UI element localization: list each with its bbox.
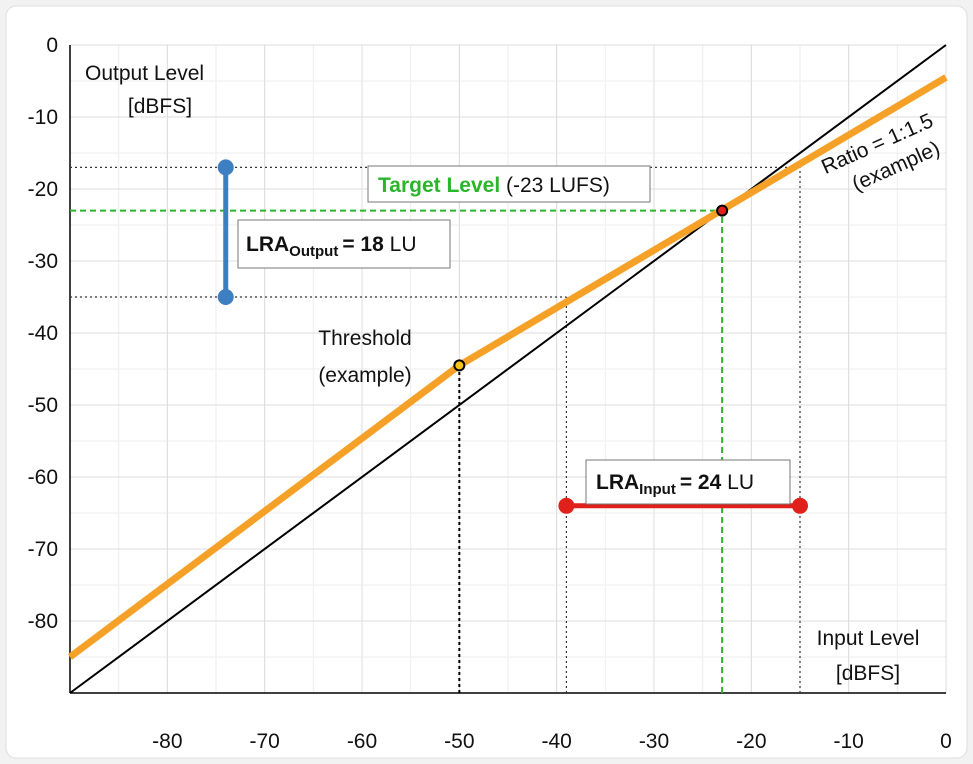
- series-line: [69, 44, 947, 694]
- lra: LRA: [246, 233, 289, 256]
- lra-input-box: [585, 459, 791, 505]
- y-tick-label: -80: [28, 610, 58, 633]
- y-tick-label: -10: [28, 106, 58, 129]
- frame: [5, 5, 968, 759]
- y-tick-label: 0: [46, 34, 58, 57]
- lra: LRA: [596, 471, 639, 494]
- x-label: [dBFS]: [836, 662, 900, 685]
- plot: [67, 44, 948, 694]
- x-tick-label: -70: [249, 730, 279, 753]
- y-tick-label: -70: [28, 538, 58, 561]
- x-label: Input Level: [817, 627, 920, 650]
- lra-output-box: [237, 219, 451, 269]
- target-value: (-23 LUFS): [506, 174, 610, 197]
- y-tick-label: -40: [28, 322, 58, 345]
- target-label: Target Level (-23 LUFS): [378, 174, 610, 197]
- lra-output-label: LRAOutput = 18 LU: [246, 233, 417, 260]
- y-label: Output Level: [85, 62, 204, 85]
- x-tick-label: -60: [347, 730, 377, 753]
- y-label: [dBFS]: [128, 95, 192, 118]
- x-tick-label: -40: [541, 730, 571, 753]
- lra-eq: = 18: [342, 233, 384, 256]
- lra-output-end: [217, 289, 234, 305]
- lra-eq: = 24: [680, 471, 722, 494]
- lra-sub: Input: [639, 481, 676, 498]
- target-point: [716, 204, 729, 217]
- lra-unit: LU: [727, 471, 754, 494]
- y-tick-label: -30: [28, 250, 58, 273]
- lra-input-end: [792, 497, 808, 514]
- lra-unit: LU: [390, 233, 417, 256]
- x-tick-label: -20: [736, 730, 766, 753]
- x-tick-label: -80: [152, 730, 182, 753]
- threshold-label: Threshold: [318, 327, 411, 350]
- lra-input-end: [558, 497, 575, 514]
- y-tick-label: -50: [28, 394, 58, 417]
- lra-sub: Output: [289, 243, 338, 260]
- threshold-label: (example): [318, 364, 411, 387]
- x-tick-label: -10: [833, 730, 863, 753]
- y-tick-label: -60: [28, 466, 58, 489]
- lra-input-label: LRAInput = 24 LU: [596, 471, 754, 498]
- threshold-point: [453, 359, 466, 372]
- y-tick-label: -20: [28, 178, 58, 201]
- x-tick-label: -30: [639, 730, 669, 753]
- target-name: Target Level: [378, 174, 500, 197]
- x-tick-label: -50: [444, 730, 474, 753]
- lra-output-end: [217, 159, 234, 176]
- target-box: [367, 165, 651, 203]
- x-tick-label: 0: [940, 730, 952, 753]
